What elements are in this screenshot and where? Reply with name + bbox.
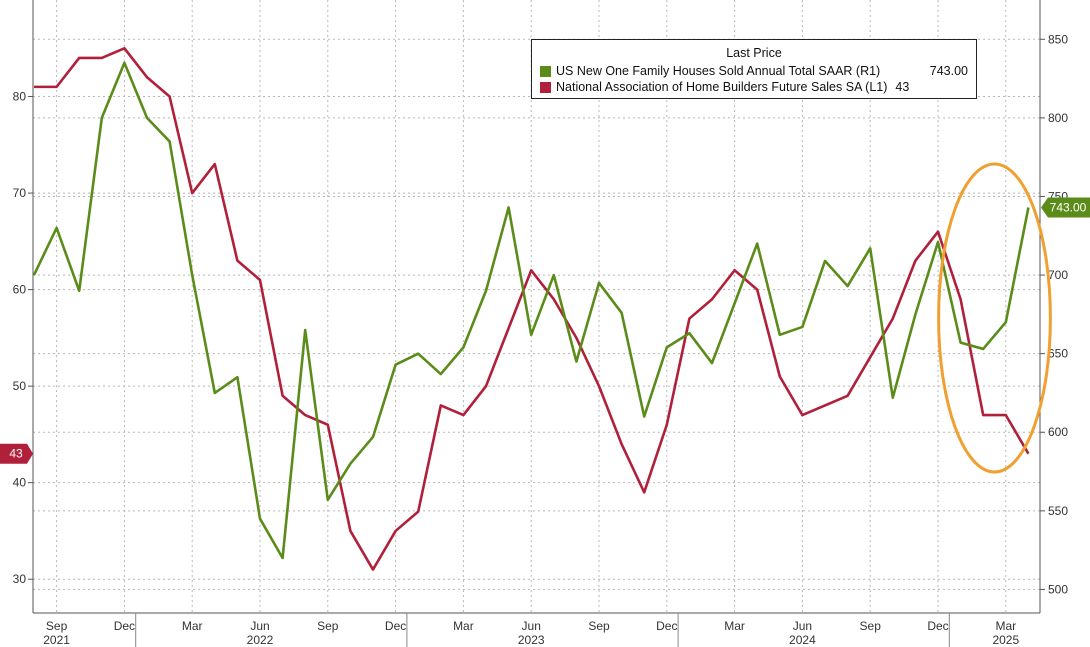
left-tick-label-50: 50 bbox=[13, 379, 27, 393]
x-tick-label-2021-09: Sep bbox=[46, 619, 68, 633]
right-tick-label-850: 850 bbox=[1048, 32, 1068, 46]
x-tick-label-2023-12: Dec bbox=[656, 619, 677, 633]
legend-title: Last Price bbox=[726, 46, 782, 60]
x-year-label-2022: 2022 bbox=[247, 633, 274, 647]
legend-swatch-nahb bbox=[540, 81, 551, 93]
x-tick-label-2024-09: Sep bbox=[860, 619, 882, 633]
legend-swatch-houses-sold bbox=[540, 65, 551, 77]
badge-nahb-shape bbox=[0, 443, 33, 464]
x-tick-label-2023-06: Jun bbox=[522, 619, 541, 633]
x-tick-label-2024-06: Jun bbox=[793, 619, 812, 633]
x-year-label-2021: 2021 bbox=[43, 633, 70, 647]
x-axis-ticks: Sep Dec Mar Jun Sep Dec Mar Jun Sep Dec Mar Jun Sep D… bbox=[43, 619, 1019, 647]
x-year-label-2024: 2024 bbox=[789, 633, 816, 647]
badge-houses-shape bbox=[1041, 197, 1090, 218]
x-tick-label-2022-12: Dec bbox=[385, 619, 406, 633]
left-tick-label-70: 70 bbox=[13, 186, 27, 200]
right-tick-label-600: 600 bbox=[1048, 425, 1068, 439]
legend-entry-nahb: National Association of Home Builders Fu… bbox=[532, 79, 976, 95]
series bbox=[32, 46, 1030, 571]
legend-label-nahb: National Association of Home Builders Fu… bbox=[556, 80, 888, 94]
x-tick-label-2022-03: Mar bbox=[182, 619, 203, 633]
left-tick-label-30: 30 bbox=[13, 572, 27, 586]
right-tick-label-500: 500 bbox=[1048, 582, 1068, 596]
left-tick-label-60: 60 bbox=[13, 283, 27, 297]
left-tick-label-80: 80 bbox=[13, 90, 27, 104]
x-year-label-2025: 2025 bbox=[992, 633, 1019, 647]
x-tick-label-2024-12: Dec bbox=[927, 619, 948, 633]
legend-label-houses-sold: US New One Family Houses Sold Annual Tot… bbox=[556, 64, 881, 78]
left-tick-label-40: 40 bbox=[13, 476, 27, 490]
right-tick-label-650: 650 bbox=[1048, 347, 1068, 361]
x-tick-label-2023-09: Sep bbox=[588, 619, 610, 633]
legend-value-houses-sold: 743.00 bbox=[929, 64, 968, 78]
x-tick-label-2021-12: Dec bbox=[114, 619, 135, 633]
right-tick-label-700: 700 bbox=[1048, 268, 1068, 282]
legend-value-nahb: 43 bbox=[895, 80, 910, 94]
left-axis-ticks: 30 40 50 60 70 80 bbox=[13, 90, 33, 586]
x-year-label-2023: 2023 bbox=[518, 633, 545, 647]
right-tick-label-800: 800 bbox=[1048, 111, 1068, 125]
legend-entry-houses-sold: US New One Family Houses Sold Annual Tot… bbox=[532, 63, 976, 79]
annotations bbox=[937, 162, 1052, 474]
annotation-ellipse-0 bbox=[937, 162, 1052, 474]
badge-nahb-value: 43 bbox=[9, 447, 23, 461]
right-tick-label-550: 550 bbox=[1048, 504, 1068, 518]
x-tick-label-2022-06: Jun bbox=[250, 619, 269, 633]
x-tick-label-2025-03: Mar bbox=[995, 619, 1016, 633]
badge-houses-value: 743.00 bbox=[1050, 200, 1087, 214]
x-tick-label-2022-09: Sep bbox=[317, 619, 339, 633]
last-value-badges: 43 743.00 bbox=[0, 197, 1090, 464]
x-tick-label-2024-03: Mar bbox=[724, 619, 745, 633]
grid bbox=[33, 0, 1040, 613]
x-tick-label-2023-03: Mar bbox=[453, 619, 474, 633]
legend: Last Price US New One Family Houses Sold… bbox=[531, 39, 977, 99]
